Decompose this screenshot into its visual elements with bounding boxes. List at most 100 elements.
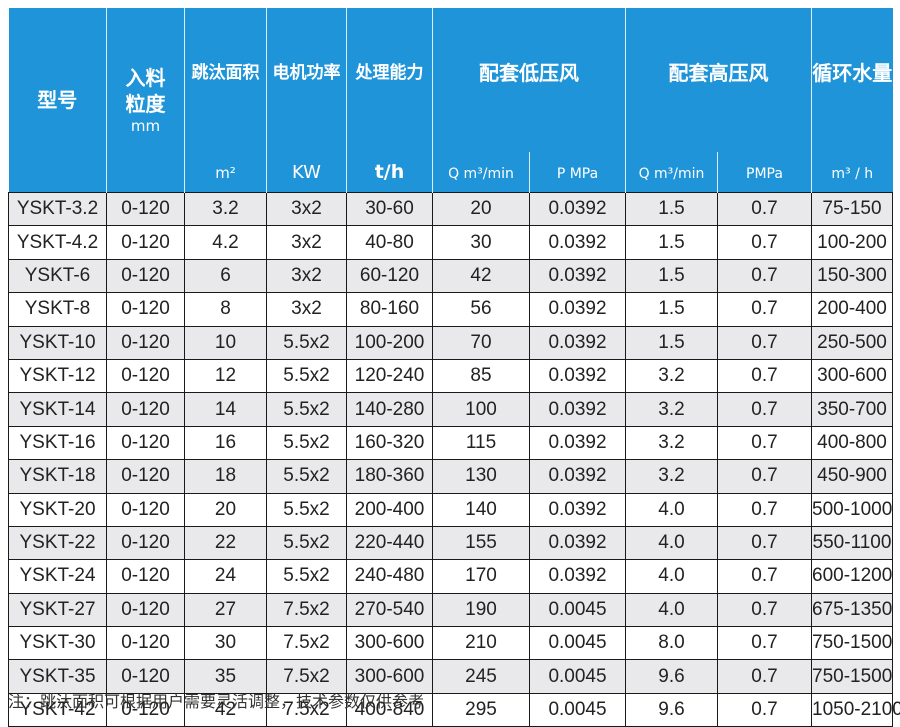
cell-circulating-water: 400-800 bbox=[811, 425, 893, 461]
cell-circulating-water: 675-1350 bbox=[811, 592, 893, 628]
cell-motor-power: 5.5x2 bbox=[266, 358, 347, 394]
footnote: 注：跳汰面积可根据用户需要灵活调整，技术参数仅供参考 bbox=[8, 692, 425, 711]
header-high-q-cell: Q m³/min bbox=[625, 152, 718, 193]
cell-grain-size: 0-120 bbox=[106, 292, 185, 327]
cell-high-air-p: 0.7 bbox=[717, 258, 812, 294]
cell-motor-power: 5.5x2 bbox=[266, 559, 347, 594]
table-row: YSKT-18 0-120 18 5.5x2 180-360 130 0.0392 3.2 0.… bbox=[8, 459, 893, 494]
cell-circulating-water: 450-900 bbox=[811, 459, 893, 494]
cell-circulating-water: 600-1200 bbox=[811, 559, 893, 594]
header-circulating-water-label: 循环水量 bbox=[812, 61, 893, 85]
cell-model: YSKT-42 bbox=[8, 692, 107, 727]
cell-low-air-q: 115 bbox=[432, 425, 530, 461]
cell-low-air-q: 210 bbox=[432, 626, 530, 661]
cell-capacity: 270-540 bbox=[346, 592, 433, 628]
cell-model: YSKT-16 bbox=[8, 425, 107, 461]
table-row: YSKT-27 0-120 27 7.5x2 270-540 190 0.0045 4.0 0.… bbox=[8, 592, 893, 628]
cell-low-air-p: 0.0392 bbox=[529, 325, 626, 360]
cell-high-air-p: 0.7 bbox=[717, 659, 812, 694]
header-grain-size: 入料粒度 mm bbox=[106, 8, 185, 193]
cell-low-air-q: 190 bbox=[432, 592, 530, 628]
cell-jig-area: 4.2 bbox=[184, 225, 267, 260]
cell-high-air-q: 9.6 bbox=[625, 692, 718, 727]
cell-low-air-p: 0.0392 bbox=[529, 492, 626, 527]
header-jig-area-unit-cell: m² bbox=[184, 152, 267, 193]
cell-motor-power: 5.5x2 bbox=[266, 425, 347, 461]
cell-low-air-q: 56 bbox=[432, 292, 530, 327]
cell-high-air-p: 0.7 bbox=[717, 492, 812, 527]
table-row: YSKT-10 0-120 10 5.5x2 100-200 70 0.0392 1.5 0.7… bbox=[8, 325, 893, 360]
cell-high-air-p: 0.7 bbox=[717, 626, 812, 661]
header-low-p: P MPa bbox=[556, 165, 599, 182]
cell-grain-size: 0-120 bbox=[106, 425, 185, 461]
cell-jig-area: 24 bbox=[184, 559, 267, 594]
cell-low-air-p: 0.0392 bbox=[529, 225, 626, 260]
cell-capacity: 400-840 bbox=[346, 692, 433, 727]
cell-low-air-p: 0.0392 bbox=[529, 425, 626, 461]
header-jig-area-unit: m² bbox=[215, 163, 236, 182]
cell-jig-area: 22 bbox=[184, 525, 267, 561]
header-low-p-cell: P MPa bbox=[529, 152, 626, 193]
cell-grain-size: 0-120 bbox=[106, 459, 185, 494]
cell-capacity: 240-480 bbox=[346, 559, 433, 594]
cell-low-air-q: 42 bbox=[432, 258, 530, 294]
cell-low-air-q: 30 bbox=[432, 225, 530, 260]
header-circulating-water-unit-cell: m³ / h bbox=[811, 152, 893, 193]
cell-capacity: 300-600 bbox=[346, 659, 433, 694]
cell-model: YSKT-24 bbox=[8, 559, 107, 594]
cell-grain-size: 0-120 bbox=[106, 392, 185, 427]
header-motor-power-unit-cell: KW bbox=[266, 152, 347, 193]
cell-model: YSKT-27 bbox=[8, 592, 107, 628]
cell-high-air-q: 1.5 bbox=[625, 191, 718, 227]
cell-circulating-water: 300-600 bbox=[811, 358, 893, 394]
cell-circulating-water: 150-300 bbox=[811, 258, 893, 294]
cell-low-air-p: 0.0392 bbox=[529, 358, 626, 394]
cell-model: YSKT-4.2 bbox=[8, 225, 107, 260]
cell-capacity: 120-240 bbox=[346, 358, 433, 394]
cell-low-air-q: 170 bbox=[432, 559, 530, 594]
cell-model: YSKT-10 bbox=[8, 325, 107, 360]
cell-model: YSKT-14 bbox=[8, 392, 107, 427]
table-row: YSKT-22 0-120 22 5.5x2 220-440 155 0.0392 4.0 0.… bbox=[8, 525, 893, 561]
cell-high-air-p: 0.7 bbox=[717, 425, 812, 461]
cell-model: YSKT-12 bbox=[8, 358, 107, 394]
cell-motor-power: 5.5x2 bbox=[266, 525, 347, 561]
cell-low-air-q: 295 bbox=[432, 692, 530, 727]
cell-circulating-water: 500-1000 bbox=[811, 492, 893, 527]
header-grain-size-unit: mm bbox=[130, 117, 161, 135]
cell-circulating-water: 750-1500 bbox=[811, 626, 893, 661]
header-high-q: Q m³/min bbox=[638, 165, 705, 182]
cell-high-air-q: 1.5 bbox=[625, 325, 718, 360]
header-capacity-unit: t/h bbox=[374, 161, 405, 183]
header-capacity-label: 处理能力 bbox=[355, 63, 424, 83]
header-capacity-unit-cell: t/h bbox=[346, 152, 433, 193]
header-high-pressure-air-label: 配套高压风 bbox=[668, 61, 769, 85]
cell-high-air-q: 9.6 bbox=[625, 659, 718, 694]
cell-circulating-water: 250-500 bbox=[811, 325, 893, 360]
cell-low-air-p: 0.0045 bbox=[529, 692, 626, 727]
cell-motor-power: 5.5x2 bbox=[266, 459, 347, 494]
cell-jig-area: 3.2 bbox=[184, 191, 267, 227]
cell-low-air-q: 20 bbox=[432, 191, 530, 227]
cell-grain-size: 0-120 bbox=[106, 592, 185, 628]
header-motor-power-label: 电机功率 bbox=[272, 63, 341, 83]
table-row: YSKT-4.2 0-120 4.2 3x2 40-80 30 0.0392 1.5 0.7 10… bbox=[8, 225, 893, 260]
header-model-label: 型号 bbox=[37, 88, 78, 112]
cell-grain-size: 0-120 bbox=[106, 559, 185, 594]
cell-low-air-q: 155 bbox=[432, 525, 530, 561]
cell-jig-area: 30 bbox=[184, 626, 267, 661]
cell-capacity: 80-160 bbox=[346, 292, 433, 327]
cell-high-air-p: 0.7 bbox=[717, 325, 812, 360]
cell-model: YSKT-20 bbox=[8, 492, 107, 527]
cell-high-air-p: 0.7 bbox=[717, 292, 812, 327]
table-header: 型号 入料粒度 mm 跳汰面积 电机功率 处理能力 配套低压风 bbox=[8, 8, 893, 193]
cell-high-air-q: 3.2 bbox=[625, 358, 718, 394]
cell-circulating-water: 200-400 bbox=[811, 292, 893, 327]
header-jig-area: 跳汰面积 bbox=[184, 8, 267, 152]
cell-grain-size: 0-120 bbox=[106, 692, 185, 727]
cell-high-air-p: 0.7 bbox=[717, 592, 812, 628]
cell-circulating-water: 750-1500 bbox=[811, 659, 893, 694]
header-motor-power: 电机功率 bbox=[266, 8, 347, 152]
cell-jig-area: 18 bbox=[184, 459, 267, 494]
cell-high-air-q: 3.2 bbox=[625, 425, 718, 461]
